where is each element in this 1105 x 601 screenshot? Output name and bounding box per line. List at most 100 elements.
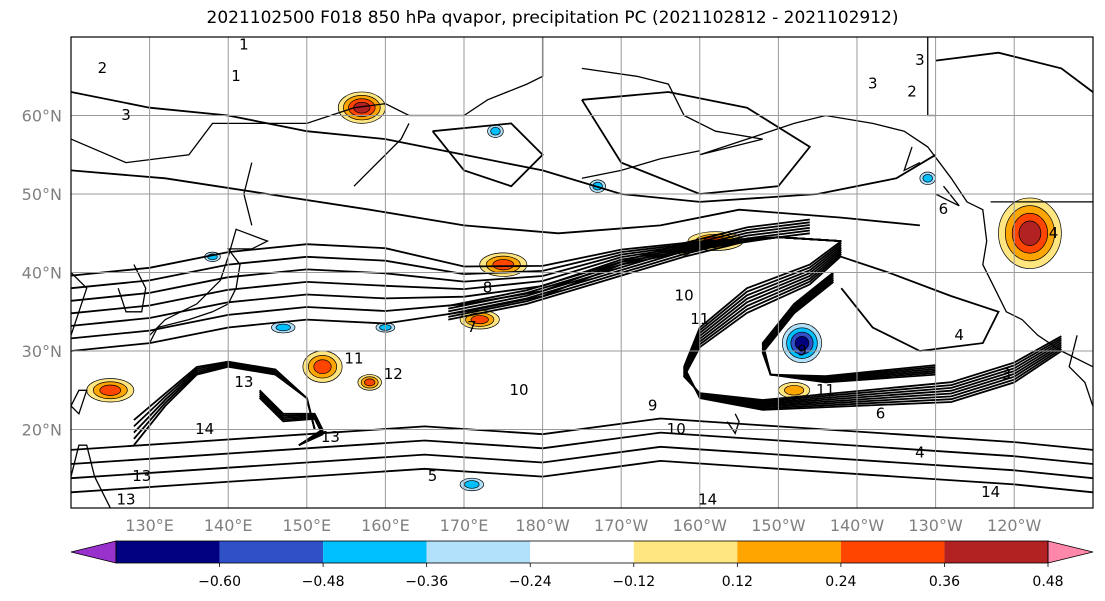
contour-label: 11 xyxy=(816,381,835,399)
contour-label: 3 xyxy=(915,51,925,69)
longitude-label: 150°E xyxy=(282,516,331,535)
qvapor-contour xyxy=(71,459,1093,494)
colorbar-segment xyxy=(116,541,220,563)
coastline xyxy=(149,228,270,344)
colorbar-tick-label: 0.12 xyxy=(722,574,753,590)
contour-label: 5 xyxy=(428,467,438,485)
map-frame xyxy=(70,36,1094,509)
pc-shading-patch xyxy=(1018,220,1042,246)
colorbar-tick-label: 0.24 xyxy=(825,574,856,590)
contour-label: 4 xyxy=(1049,224,1059,242)
longitude-label: 180°W xyxy=(515,516,570,535)
colorbar-extend-low xyxy=(70,540,117,564)
longitude-label: 120°W xyxy=(987,516,1042,535)
colorbar-tick-label: −0.60 xyxy=(198,574,241,590)
qvapor-contour xyxy=(761,281,936,378)
longitude-labels: 130°E 140°E 150°E 160°E 170°E 180°W 170°W 160°W… xyxy=(125,516,1041,535)
qvapor-contour xyxy=(71,431,1093,465)
pc-shading-patch xyxy=(313,359,332,375)
colorbar-segment xyxy=(633,541,738,563)
pc-shading-patch xyxy=(492,259,515,271)
coastline xyxy=(903,146,921,172)
contour-label: 4 xyxy=(915,444,925,462)
contour-label: 10 xyxy=(675,287,694,305)
contour-label: 10 xyxy=(667,420,686,438)
colorbar-tick-label: −0.48 xyxy=(302,574,345,590)
latitude-label: 60°N xyxy=(22,107,62,126)
latitude-label: 30°N xyxy=(22,342,62,361)
contour-label: 7 xyxy=(467,318,477,336)
colorbar-tick-label: −0.12 xyxy=(612,574,655,590)
colorbar-frame xyxy=(115,540,1049,564)
contour-label: 10 xyxy=(509,381,528,399)
contour-label: 14 xyxy=(981,483,1000,501)
contour-label: 2 xyxy=(98,59,108,77)
contour-label: 9 xyxy=(797,342,807,360)
longitude-label: 160°E xyxy=(361,516,410,535)
coastline xyxy=(935,185,960,207)
contour-label: 13 xyxy=(132,467,151,485)
pc-shading-patch xyxy=(784,385,805,396)
contour-label: 1 xyxy=(231,67,241,85)
longitude-label: 170°E xyxy=(440,516,489,535)
contour-label: 6 xyxy=(939,200,949,218)
coastline xyxy=(71,37,544,164)
coastline xyxy=(117,264,147,313)
qvapor-contour xyxy=(448,224,810,313)
gridlines xyxy=(71,37,1093,508)
pc-shading-patch xyxy=(470,315,489,325)
longitude-label: 130°E xyxy=(125,516,174,535)
contour-label: 3 xyxy=(868,75,878,93)
qvapor-contour xyxy=(448,221,810,310)
pc-shading-patch xyxy=(490,126,501,136)
pc-shading-patch xyxy=(464,480,480,489)
colorbar: −0.60 −0.48 −0.36 −0.24 −0.12 0.12 0.24 0.36 0.4… xyxy=(70,540,1094,590)
coastlines xyxy=(71,37,1093,508)
contour-label: 13 xyxy=(116,491,135,509)
contour-label: 3 xyxy=(1002,365,1012,383)
coastline xyxy=(71,272,88,336)
longitude-label: 160°W xyxy=(673,516,728,535)
qvapor-contour xyxy=(448,218,810,307)
plot-title: 2021102500 F018 850 hPa qvapor, precipit… xyxy=(206,8,899,28)
colorbar-segment xyxy=(323,541,427,563)
contour-label: 13 xyxy=(234,373,253,391)
latitude-labels: 60°N 50°N 40°N 30°N 20°N xyxy=(22,107,62,440)
contour-label: 9 xyxy=(648,396,658,414)
contour-label: 13 xyxy=(321,428,340,446)
colorbar-segment xyxy=(426,541,531,563)
qvapor-contour xyxy=(581,91,812,195)
colorbar-segment xyxy=(530,541,634,563)
longitude-label: 130°W xyxy=(908,516,963,535)
colorbar-tick-label: 0.48 xyxy=(1032,574,1063,590)
qvapor-contour xyxy=(448,226,810,315)
longitude-label: 150°W xyxy=(751,516,806,535)
coastline xyxy=(581,67,1093,368)
coastline xyxy=(71,389,88,416)
pc-shading-patch xyxy=(922,174,933,183)
contour-label: 11 xyxy=(690,310,709,328)
contour-label: 14 xyxy=(698,491,717,509)
colorbar-extend-high xyxy=(1047,540,1094,564)
colorbar-segment xyxy=(944,541,1048,563)
longitude-label: 140°W xyxy=(830,516,885,535)
contour-label: 6 xyxy=(876,404,886,422)
pc-shading-patch xyxy=(364,378,376,387)
contour-label: 8 xyxy=(483,279,493,297)
qvapor-contour xyxy=(448,229,810,318)
qvapor-contour xyxy=(71,169,920,235)
qvapor-contour xyxy=(258,397,324,447)
longitude-label: 170°W xyxy=(594,516,649,535)
colorbar-segment xyxy=(737,541,841,563)
coastline xyxy=(726,413,740,435)
qvapor-contour xyxy=(840,255,1000,352)
colorbar-segment xyxy=(219,541,324,563)
pc-shading-patch xyxy=(99,384,122,396)
pc-shading-patch xyxy=(794,335,810,351)
contour-label: 1 xyxy=(239,35,249,53)
latitude-label: 50°N xyxy=(22,185,62,204)
qvapor-contour xyxy=(935,51,1093,93)
